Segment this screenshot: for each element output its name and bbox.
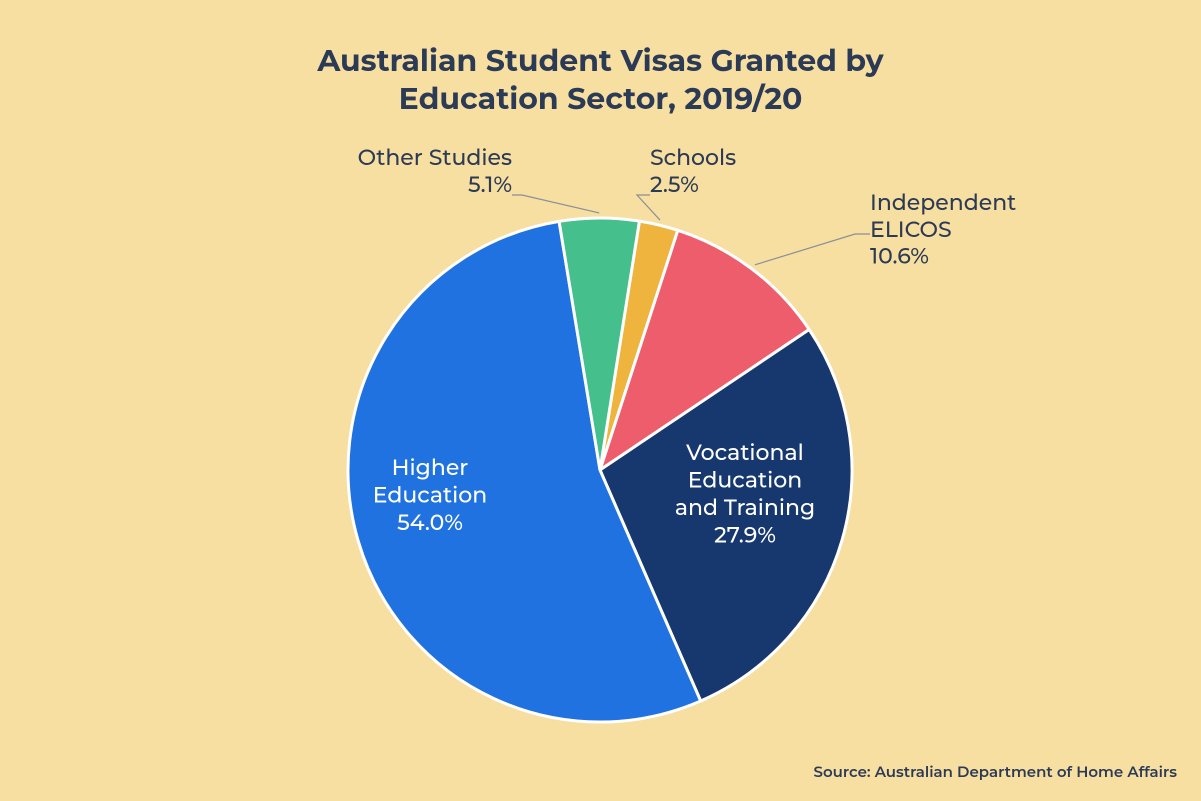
callout-label: Schools2.5%	[650, 144, 736, 198]
chart-stage: Australian Student Visas Granted by Educ…	[0, 0, 1201, 801]
callout-label: IndependentELICOS10.6%	[870, 189, 1016, 270]
source-citation: Source: Australian Department of Home Af…	[814, 762, 1177, 781]
leader-line	[512, 195, 599, 213]
callout-label: Other Studies5.1%	[358, 144, 512, 198]
pie-chart: Schools2.5%IndependentELICOS10.6%Vocatio…	[0, 0, 1201, 801]
leader-line	[637, 195, 660, 220]
leader-line	[755, 234, 870, 265]
